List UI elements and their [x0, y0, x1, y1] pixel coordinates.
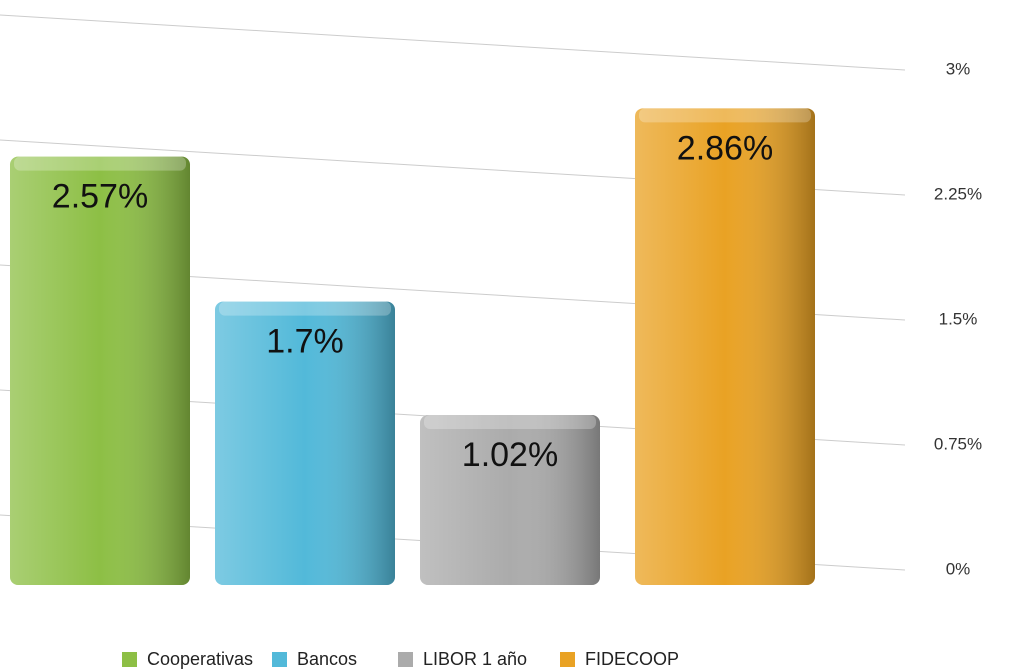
bar-shade — [10, 156, 190, 585]
legend-swatch — [560, 652, 575, 667]
legend-swatch — [272, 652, 287, 667]
data-label: 1.02% — [462, 436, 558, 474]
y-tick-label: 3% — [946, 59, 971, 78]
legend-swatch — [398, 652, 413, 667]
bar-top — [639, 108, 811, 123]
legend-label: Bancos — [297, 649, 357, 669]
bar-top — [424, 415, 596, 429]
bar-top — [219, 301, 391, 316]
y-tick-label: 1.5% — [939, 309, 978, 328]
y-tick-label: 0.75% — [934, 434, 982, 453]
legend-swatch — [122, 652, 137, 667]
grid-line — [0, 14, 906, 71]
bar-top — [14, 156, 186, 171]
data-label: 2.86% — [677, 129, 773, 167]
legend-label: LIBOR 1 año — [423, 649, 527, 669]
legend-label: FIDECOOP — [585, 649, 679, 669]
legend-label: Cooperativas — [147, 649, 253, 669]
data-label: 2.57% — [52, 178, 148, 216]
data-label: 1.7% — [266, 323, 344, 361]
y-tick-label: 2.25% — [934, 184, 982, 203]
bar-shade — [420, 415, 600, 585]
bar-shade — [215, 301, 395, 585]
y-tick-label: 0% — [946, 559, 971, 578]
bar-shade — [635, 108, 815, 585]
